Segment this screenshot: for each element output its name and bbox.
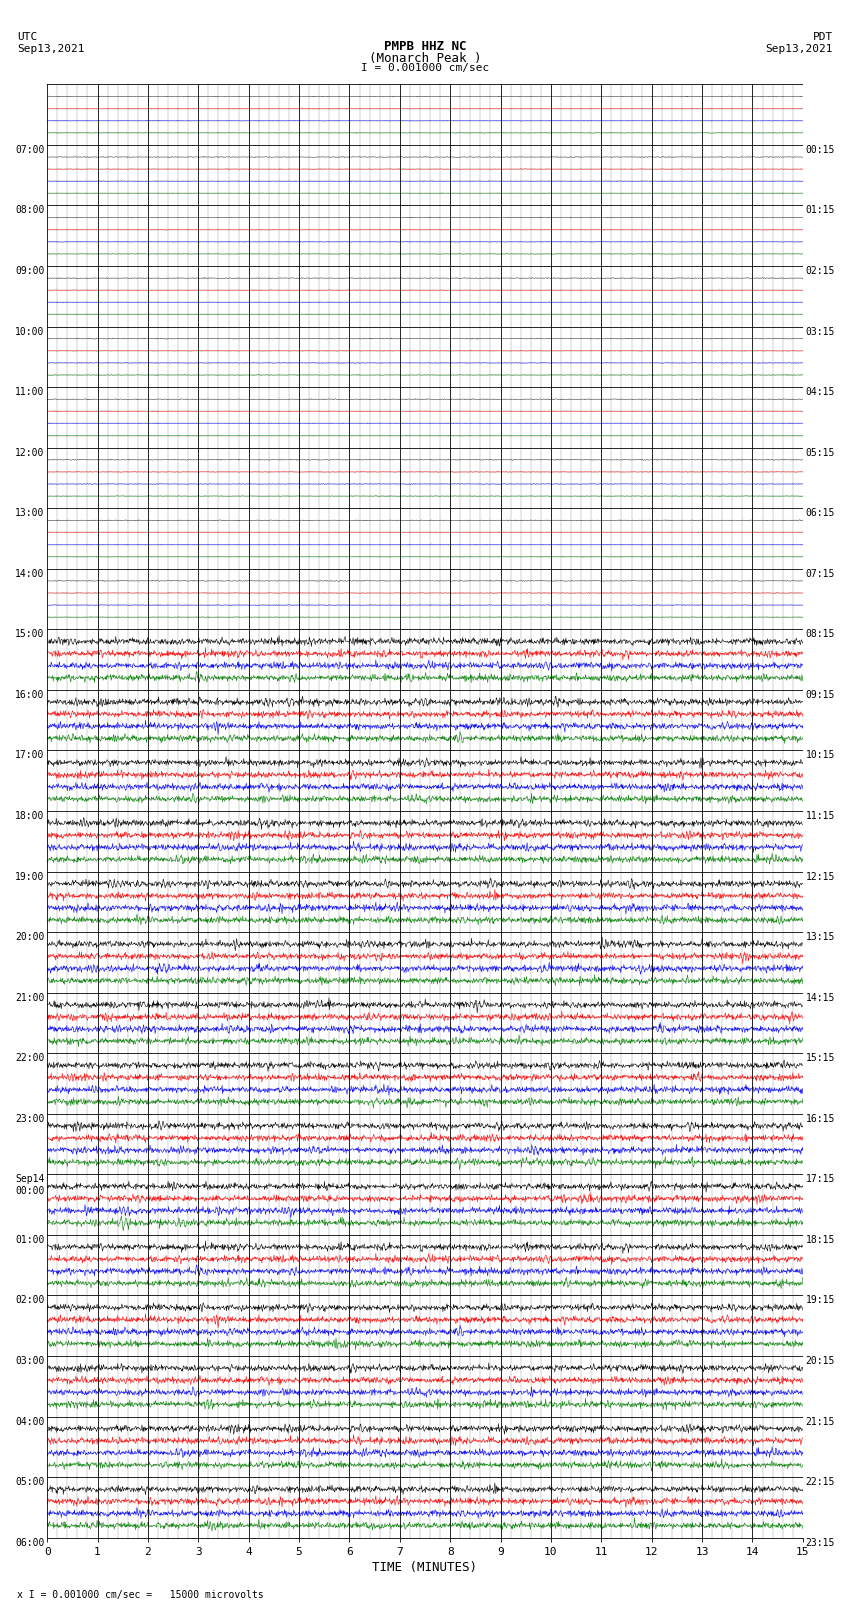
Text: x I = 0.001000 cm/sec =   15000 microvolts: x I = 0.001000 cm/sec = 15000 microvolts xyxy=(17,1590,264,1600)
Text: (Monarch Peak ): (Monarch Peak ) xyxy=(369,52,481,65)
Text: PDT: PDT xyxy=(813,32,833,42)
Text: I = 0.001000 cm/sec: I = 0.001000 cm/sec xyxy=(361,63,489,73)
Text: UTC: UTC xyxy=(17,32,37,42)
Text: Sep13,2021: Sep13,2021 xyxy=(766,44,833,53)
Text: PMPB HHZ NC: PMPB HHZ NC xyxy=(383,40,467,53)
X-axis label: TIME (MINUTES): TIME (MINUTES) xyxy=(372,1561,478,1574)
Text: Sep13,2021: Sep13,2021 xyxy=(17,44,84,53)
